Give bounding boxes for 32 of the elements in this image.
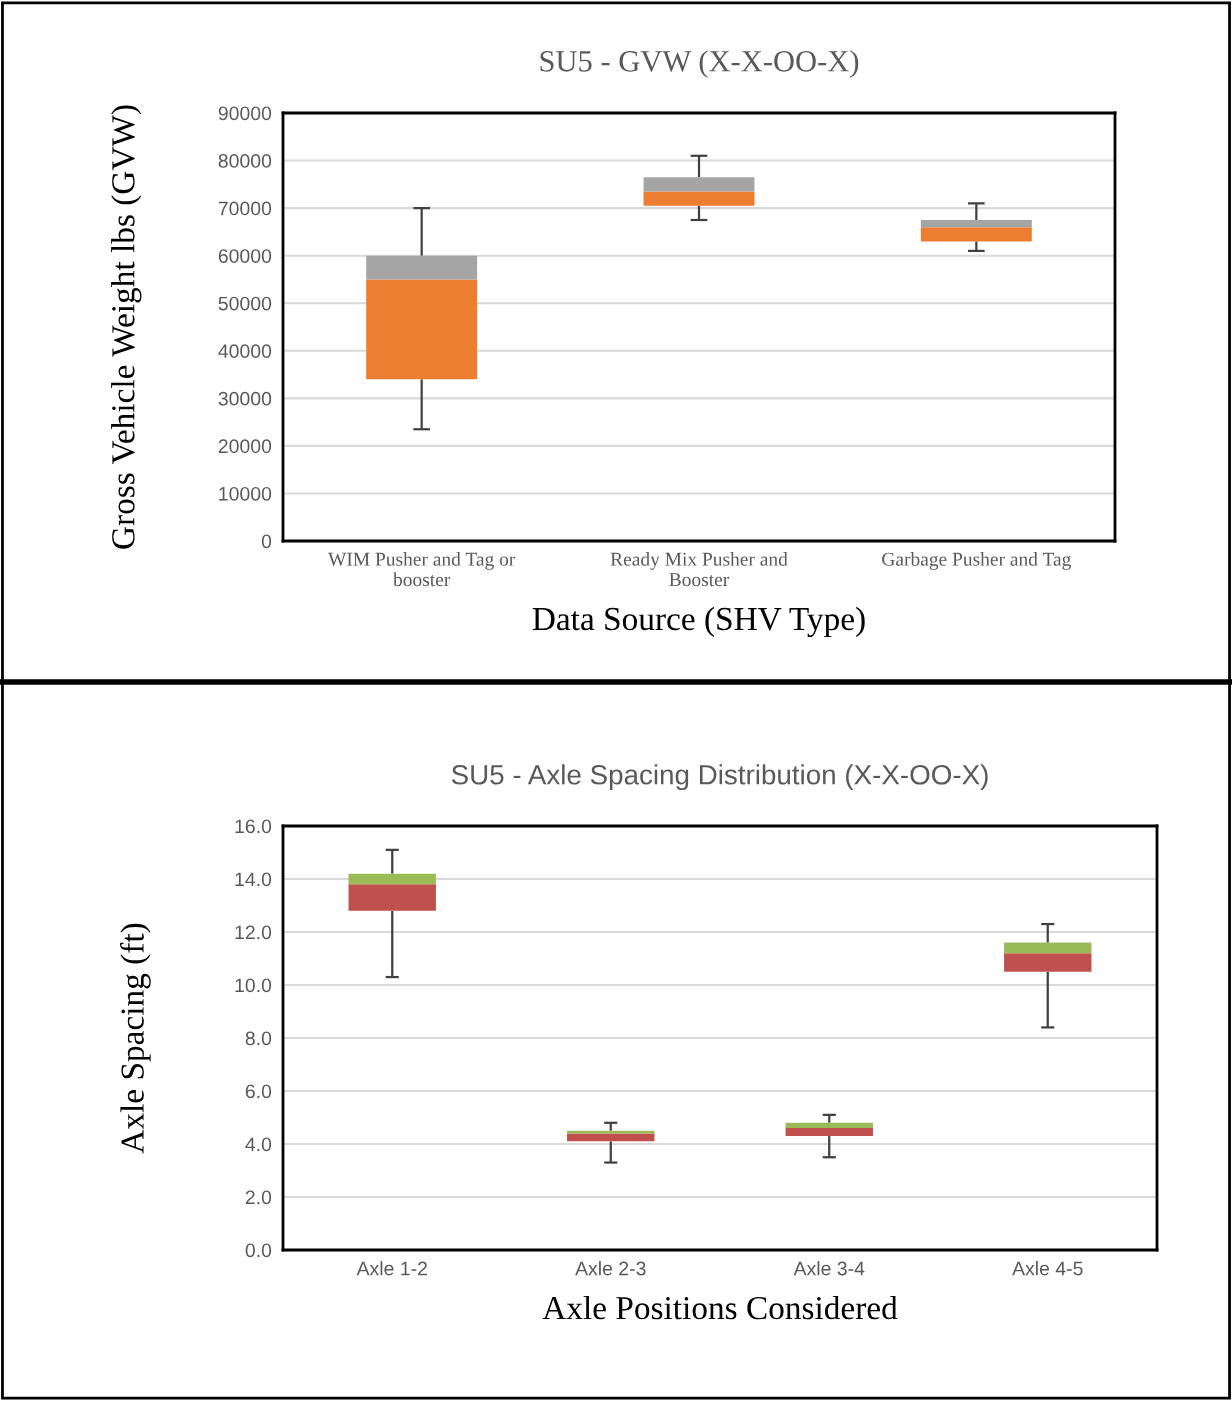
y-tick-label: 16.0 (235, 819, 272, 834)
x-axis-title: Data Source (SHV Type) (532, 606, 865, 638)
y-tick-label: 14.0 (235, 872, 272, 887)
x-tick-label: Axle 2-3 (575, 1261, 646, 1276)
y-axis-title: Axle Spacing (ft) (120, 923, 151, 1154)
x-tick-label: Axle 3-4 (793, 1261, 865, 1276)
y-tick-label: 60000 (218, 249, 272, 263)
y-tick-label: 90000 (218, 106, 272, 121)
y-tick-label: 80000 (218, 154, 272, 168)
y-axis-title: Gross Vehicle Weight lbs (GVW) (111, 105, 142, 549)
y-tick-label: 70000 (218, 201, 272, 216)
y-tick-label: 20000 (218, 439, 272, 454)
y-tick-label: 4.0 (245, 1137, 272, 1152)
chart-title: SU5 - Axle Spacing Distribution (X-X-OO-X) (451, 764, 988, 791)
y-tick-label: 12.0 (235, 925, 272, 940)
x-tick-label: Axle 1-2 (356, 1261, 427, 1276)
y-tick-label: 40000 (218, 344, 272, 359)
x-tick-label: Garbage Pusher and Tag (882, 552, 1071, 570)
x-tick-label: WIM Pusher and Tag or booster (328, 552, 516, 587)
x-tick-label: Ready Mix Pusher and Booster (610, 552, 788, 587)
x-tick-label: Axle 4-5 (1012, 1261, 1083, 1276)
y-tick-label: 50000 (218, 296, 272, 311)
y-tick-label: 0 (261, 534, 272, 549)
y-tick-label: 10000 (219, 486, 272, 501)
x-axis-title: Axle Positions Considered (542, 1295, 898, 1320)
y-tick-label: 30000 (218, 391, 272, 406)
y-tick-label: 10.0 (235, 978, 272, 993)
y-tick-label: 8.0 (245, 1031, 272, 1046)
y-tick-label: 6.0 (245, 1084, 272, 1099)
chart-title: SU5 - GVW (X-X-OO-X) (540, 50, 859, 78)
y-tick-label: 2.0 (245, 1190, 272, 1205)
y-tick-label: 0.0 (245, 1243, 272, 1258)
